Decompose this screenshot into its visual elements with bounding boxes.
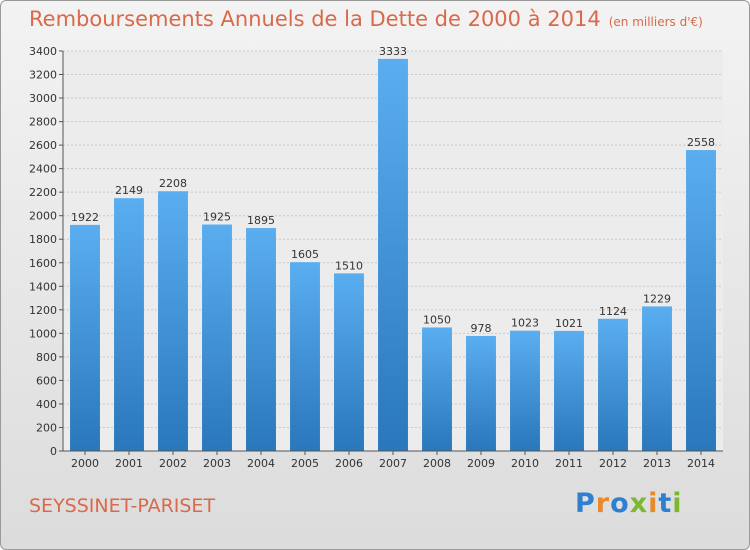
data-label: 1229	[643, 292, 671, 305]
bar	[422, 327, 452, 451]
x-tick-label: 2014	[687, 457, 715, 470]
bar	[554, 330, 584, 451]
data-label: 1124	[599, 305, 627, 318]
bar	[246, 228, 276, 451]
y-tick-label: 1800	[29, 233, 57, 246]
x-tick-label: 2010	[511, 457, 539, 470]
y-tick-label: 200	[36, 421, 57, 434]
logo-letter: o	[610, 488, 630, 519]
y-tick-label: 1000	[29, 327, 57, 340]
data-label: 2208	[159, 177, 187, 190]
data-label: 1510	[335, 259, 363, 272]
x-tick-label: 2011	[555, 457, 583, 470]
x-tick-label: 2007	[379, 457, 407, 470]
logo-letter: x	[629, 488, 649, 519]
data-label: 1895	[247, 214, 275, 227]
bar	[510, 330, 540, 451]
data-label: 978	[471, 322, 492, 335]
data-label: 1050	[423, 313, 451, 326]
y-tick-label: 2200	[29, 186, 57, 199]
data-label: 2149	[115, 184, 143, 197]
x-tick-label: 2012	[599, 457, 627, 470]
y-tick-label: 2000	[29, 210, 57, 223]
bar	[114, 198, 144, 451]
x-tick-label: 2002	[159, 457, 187, 470]
proxiti-logo: Proxiti	[575, 488, 683, 519]
y-tick-label: 1200	[29, 304, 57, 317]
x-tick-label: 2005	[291, 457, 319, 470]
logo-letter: r	[595, 488, 611, 519]
bars: 1922 2149 2208 1925 1895 1605 1510 3333 1050 978 1…	[70, 45, 716, 451]
y-tick-label: 1600	[29, 257, 57, 270]
x-tick-label: 2001	[115, 457, 143, 470]
commune-name: SEYSSINET-PARISET	[29, 495, 216, 517]
x-tick-label: 2008	[423, 457, 451, 470]
bar	[598, 318, 628, 451]
y-tick-label: 1400	[29, 280, 57, 293]
y-tick-label: 0	[50, 445, 57, 458]
y-tick-label: 3000	[29, 92, 57, 105]
y-axis: 0 200 400 600 800 1000 1200 1400 1600 1800 2000 220…	[29, 45, 64, 458]
data-label: 3333	[379, 45, 407, 58]
x-tick-label: 2003	[203, 457, 231, 470]
data-label: 2558	[687, 136, 715, 149]
x-tick-label: 2006	[335, 457, 363, 470]
y-tick-label: 2600	[29, 139, 57, 152]
bar	[378, 58, 408, 451]
y-tick-label: 3400	[29, 45, 57, 58]
bar	[466, 335, 496, 451]
y-tick-label: 2400	[29, 163, 57, 176]
data-label: 1021	[555, 317, 583, 330]
data-label: 1023	[511, 317, 539, 330]
bar	[290, 262, 320, 451]
x-tick-label: 2004	[247, 457, 275, 470]
logo-letter: i	[648, 488, 659, 519]
logo-letter: i	[672, 488, 683, 519]
y-tick-label: 400	[36, 398, 57, 411]
logo-letter: t	[658, 488, 673, 519]
bar	[686, 150, 716, 451]
data-label: 1605	[291, 248, 319, 261]
y-tick-label: 3200	[29, 69, 57, 82]
data-label: 1922	[71, 211, 99, 224]
bar	[70, 224, 100, 451]
chart-subtitle: (en milliers d'€)	[608, 15, 703, 29]
bar	[642, 306, 672, 451]
bar	[202, 224, 232, 451]
x-tick-label: 2000	[71, 457, 99, 470]
x-axis: 2000 2001 2002 2003 2004 2005 2006 2007 2008 2009…	[63, 450, 723, 470]
y-tick-label: 600	[36, 374, 57, 387]
logo-letter: P	[575, 488, 596, 519]
data-label: 1925	[203, 211, 231, 224]
bar	[334, 273, 364, 451]
bar	[158, 191, 188, 451]
chart-title: Remboursements Annuels de la Dette de 20…	[29, 7, 703, 31]
y-tick-label: 2800	[29, 116, 57, 129]
x-tick-label: 2013	[643, 457, 671, 470]
y-tick-label: 800	[36, 351, 57, 364]
x-tick-label: 2009	[467, 457, 495, 470]
